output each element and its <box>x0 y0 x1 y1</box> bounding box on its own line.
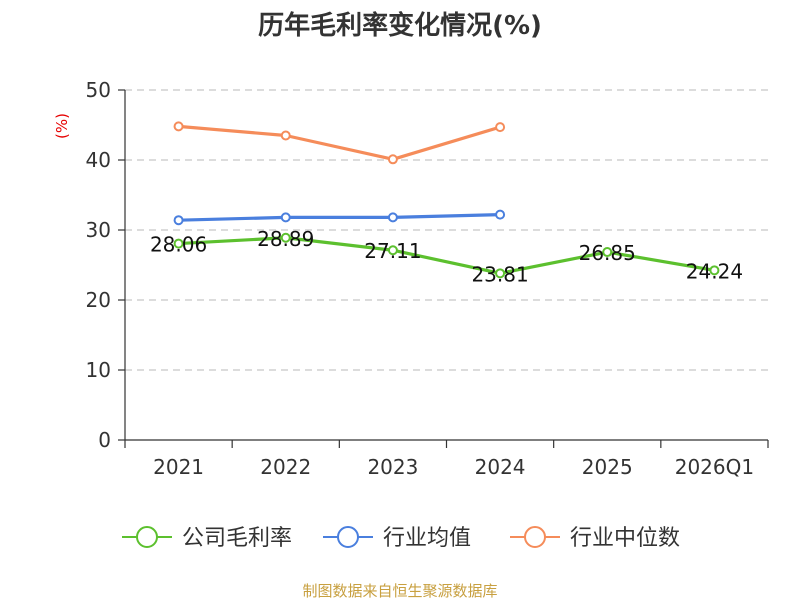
point-industry-mean-2021 <box>173 215 184 226</box>
y-tick-label-30: 30 <box>86 218 111 242</box>
data-label-2024: 23.81 <box>471 262 528 286</box>
point-company-2024 <box>495 268 506 279</box>
series-line-industry-median <box>176 124 502 161</box>
point-industry-median-2022 <box>280 130 291 141</box>
axis-layer: 0 10 20 30 40 50 2021 2022 2023 2024 2025 2026Q1 <box>86 78 769 479</box>
data-label-2023: 27.11 <box>364 239 421 263</box>
chart-title: 历年毛利率变化情况(%) <box>258 10 542 41</box>
data-label-2026Q1: 24.24 <box>686 259 743 283</box>
data-label-layer: 28.06 28.89 27.11 23.81 26.85 24.24 <box>150 227 743 287</box>
data-label-2021: 28.06 <box>150 233 207 257</box>
x-tick-label-2024: 2024 <box>475 455 526 479</box>
y-tick-label-10: 10 <box>86 358 111 382</box>
data-label-2022: 28.89 <box>257 227 314 251</box>
series-line-industry-mean <box>176 213 502 222</box>
legend-marker-industry-mean <box>337 526 359 548</box>
point-company-2023 <box>387 245 398 256</box>
point-industry-mean-2023 <box>387 212 398 223</box>
y-tick-label-50: 50 <box>86 78 111 102</box>
legend-label-industry-mean: 行业均值 <box>383 526 471 551</box>
point-industry-median-2021 <box>173 121 184 132</box>
x-tick-label-2025: 2025 <box>582 455 633 479</box>
x-tick-label-2026Q1: 2026Q1 <box>675 455 754 479</box>
y-tick-label-40: 40 <box>86 148 111 172</box>
point-company-2022 <box>280 232 291 243</box>
x-tick-label-2021: 2021 <box>153 455 204 479</box>
y-axis-unit-label: (%) <box>53 113 71 139</box>
point-industry-median-2023 <box>387 154 398 165</box>
grid-layer <box>125 89 768 371</box>
y-tick-label-20: 20 <box>86 288 111 312</box>
point-company-2021 <box>173 238 184 249</box>
source-note: 制图数据来自恒生聚源数据库 <box>302 582 497 600</box>
legend-marker-industry-median <box>524 526 546 548</box>
data-label-2025: 26.85 <box>579 241 636 265</box>
point-company-2026Q1 <box>709 265 720 276</box>
series-line-company <box>176 236 717 275</box>
legend-label-industry-median: 行业中位数 <box>570 526 680 551</box>
series-layer <box>173 121 720 279</box>
legend-marker-company <box>136 526 158 548</box>
legend-label-company: 公司毛利率 <box>182 526 292 551</box>
y-tick-label-0: 0 <box>98 428 111 452</box>
point-industry-mean-2022 <box>280 212 291 223</box>
x-tick-label-2023: 2023 <box>367 455 418 479</box>
x-tick-label-2022: 2022 <box>260 455 311 479</box>
legend: 公司毛利率 行业均值 行业中位数 <box>122 526 680 551</box>
point-industry-median-2024 <box>495 122 506 133</box>
point-industry-mean-2024 <box>495 209 506 220</box>
point-company-2025 <box>602 247 613 258</box>
